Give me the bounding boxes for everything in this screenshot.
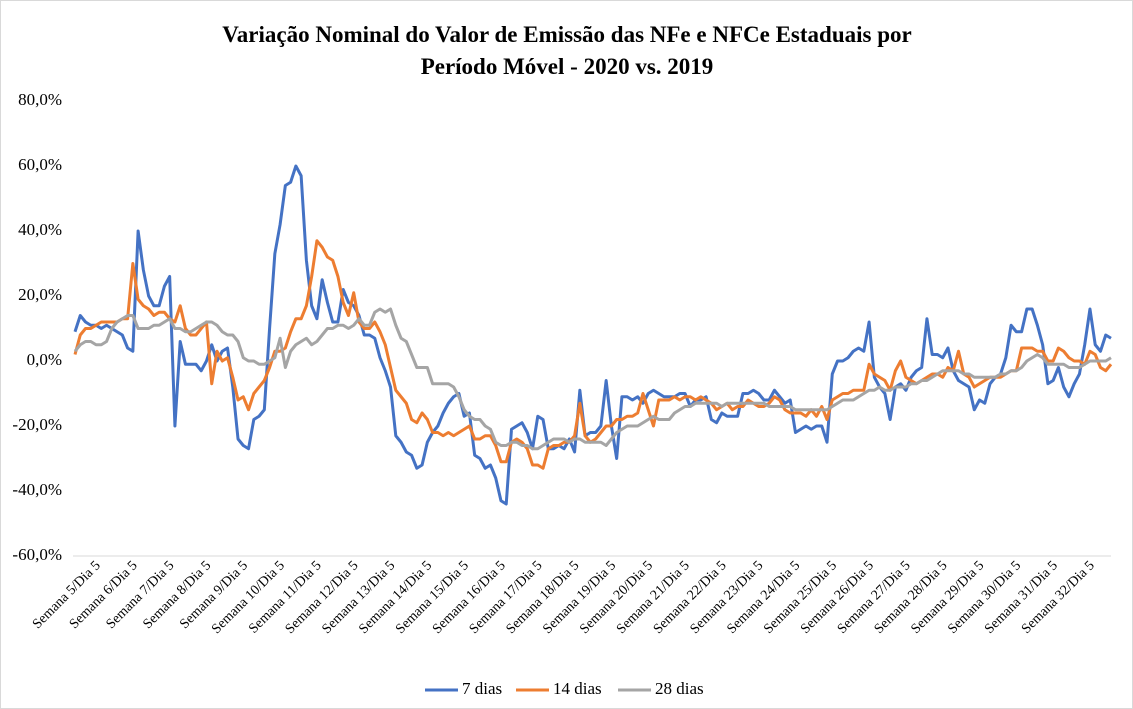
y-tick-label: 0,0%: [27, 350, 62, 369]
y-tick-label: -60,0%: [12, 545, 62, 564]
y-tick-label: 80,0%: [18, 90, 62, 109]
y-tick-label: 60,0%: [18, 155, 62, 174]
y-tick-label: 40,0%: [18, 220, 62, 239]
series-line: [73, 307, 1112, 451]
chart-title: Período Móvel - 2020 vs. 2019: [421, 54, 714, 79]
legend-label: 14 dias: [553, 679, 602, 698]
legend-label: 28 dias: [655, 679, 704, 698]
legend-label: 7 dias: [462, 679, 502, 698]
y-tick-label: 20,0%: [18, 285, 62, 304]
y-tick-label: -40,0%: [12, 480, 62, 499]
y-tick-label: -20,0%: [12, 415, 62, 434]
series-line: [73, 164, 1112, 506]
chart-title: Variação Nominal do Valor de Emissão das…: [222, 22, 911, 47]
